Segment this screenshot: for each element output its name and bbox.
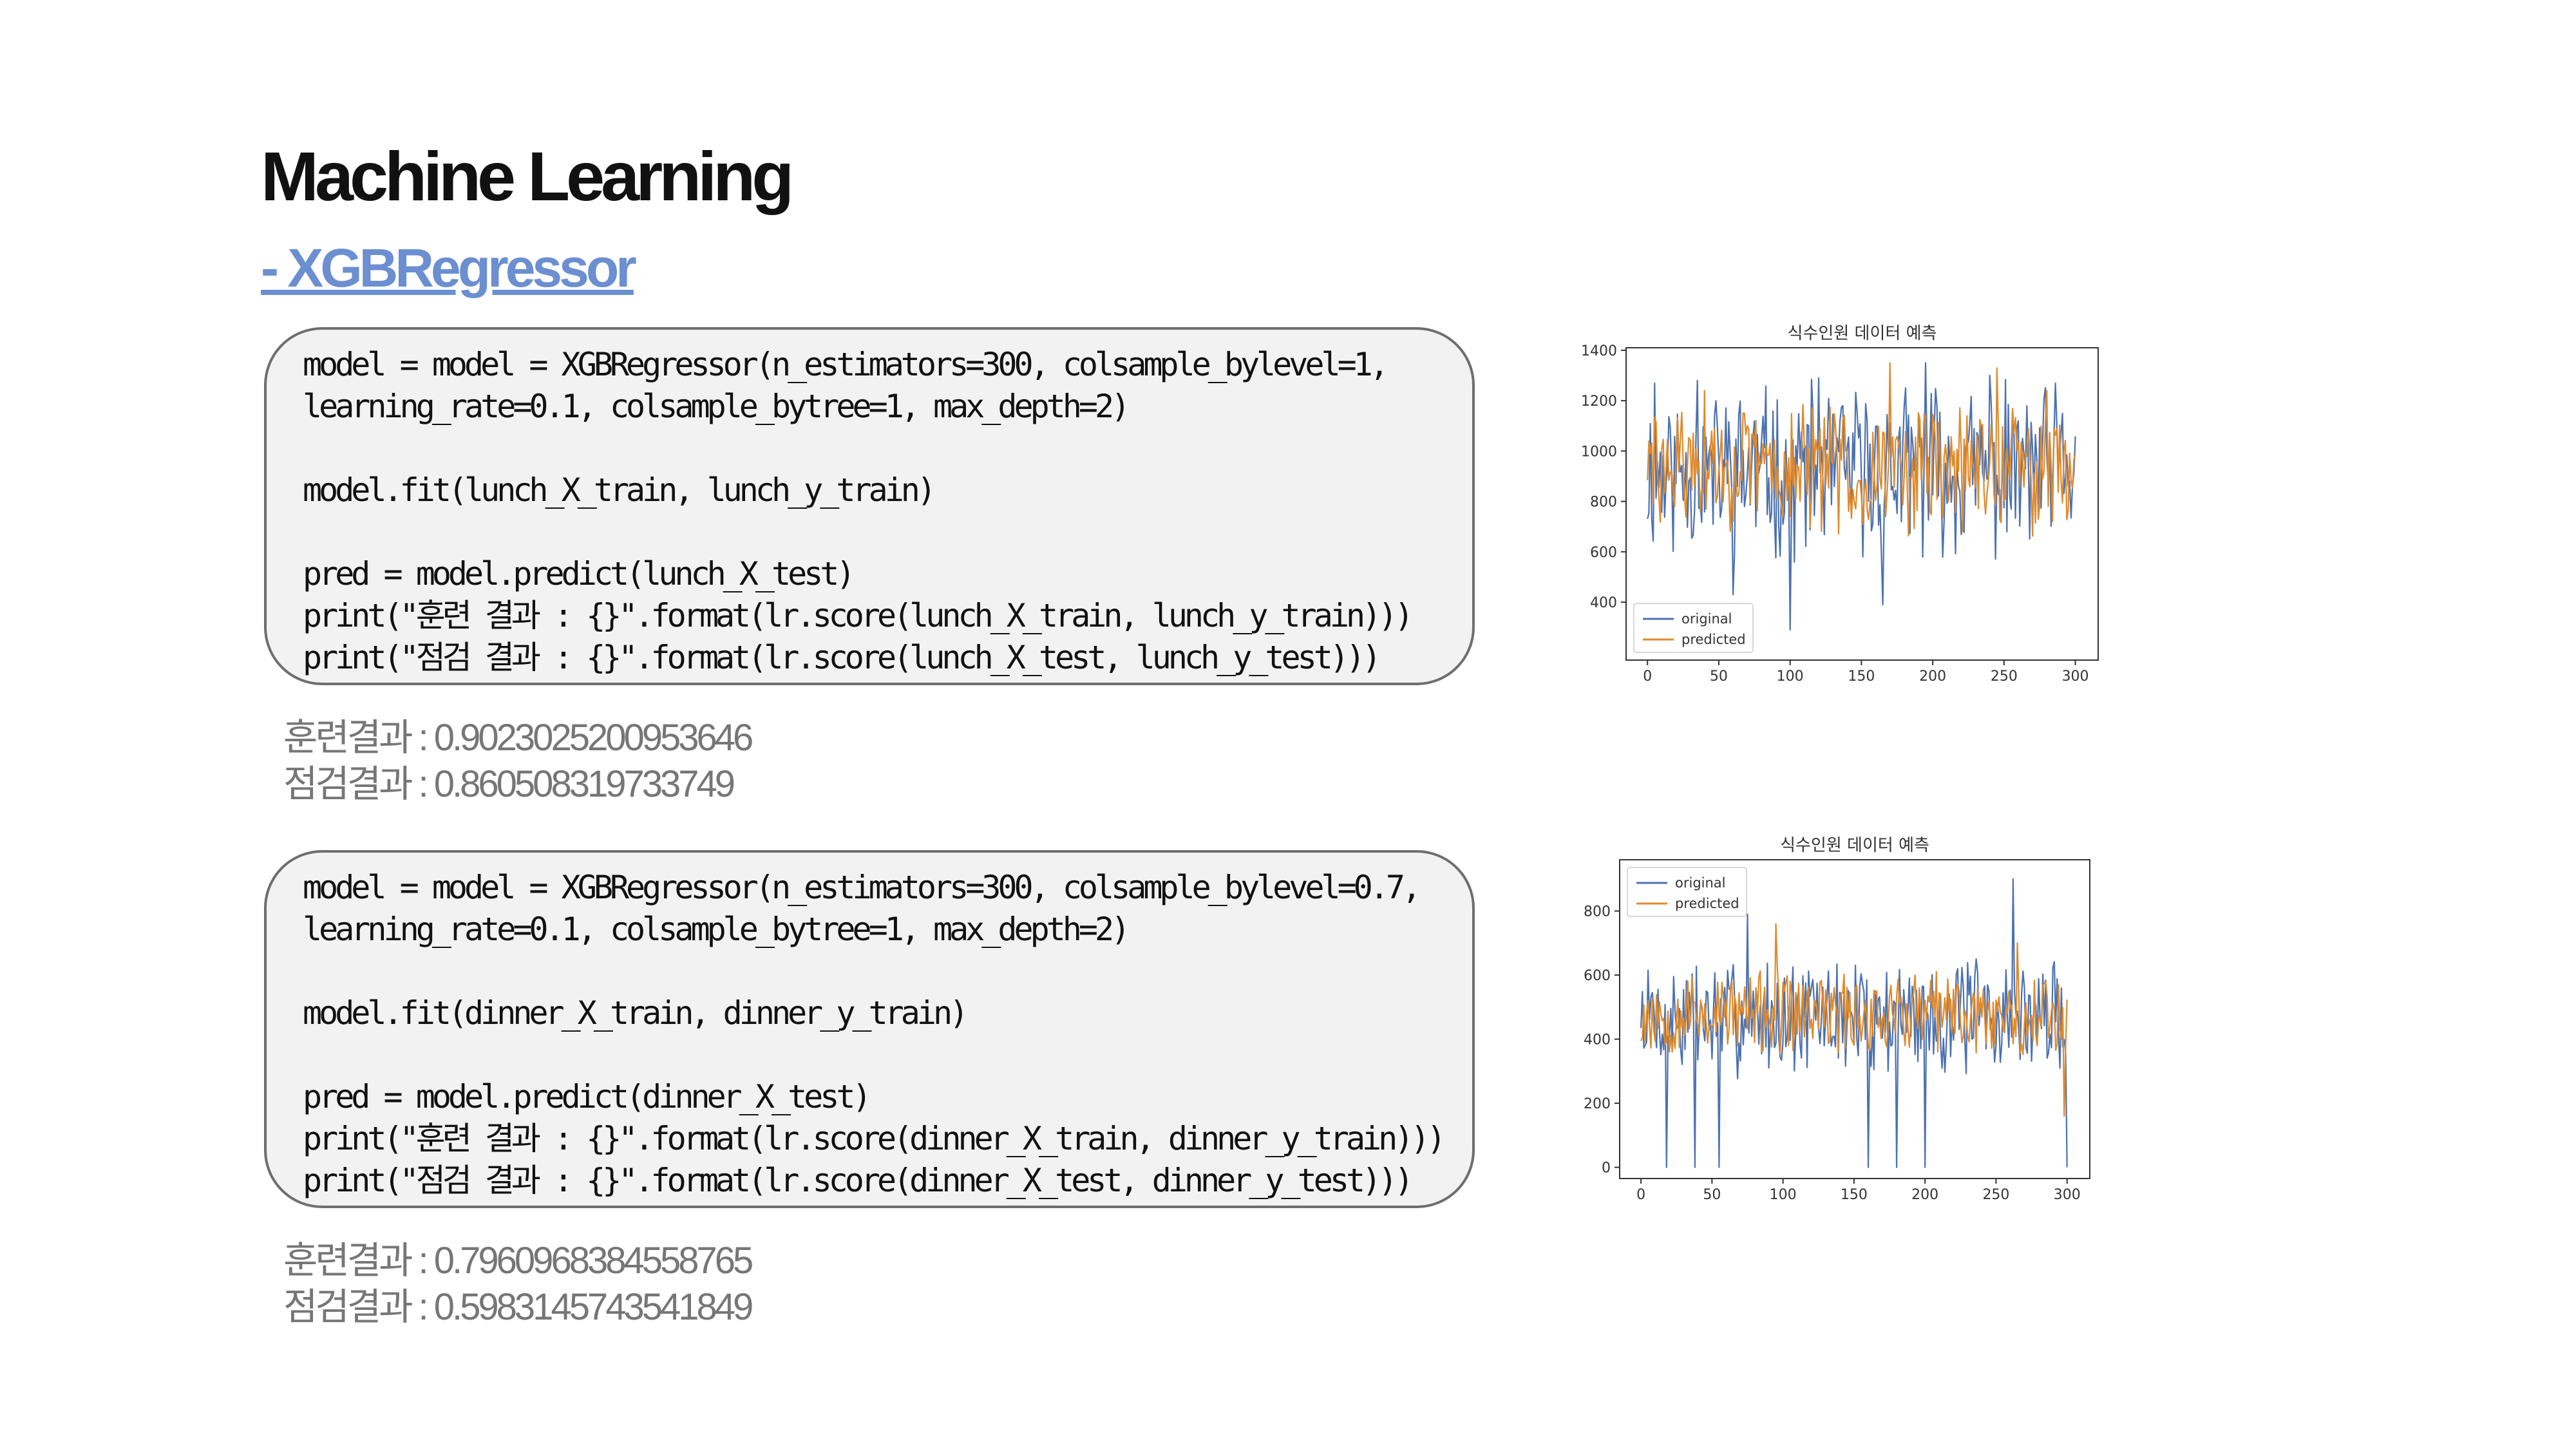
y-tick-label: 600 [1584,968,1611,984]
x-tick-label: 200 [1911,1187,1938,1203]
x-tick-label: 100 [1777,668,1804,685]
page-subtitle: - XGBRegressor [261,238,637,298]
x-tick-label: 0 [1636,1187,1645,1203]
x-tick-label: 200 [1919,668,1946,685]
x-tick-label: 0 [1643,668,1652,685]
code-line [303,951,1472,992]
code-line: learning_rate=0.1, colsample_bytree=1, m… [303,388,1130,425]
lunch-prediction-chart: 식수인원 데이터 예측 0 50 100 150 200 250 300 400 600 800 10… [1558,316,2125,696]
legend-label-original: original [1675,875,1726,891]
legend-label-predicted: predicted [1681,632,1746,647]
y-tick-label: 0 [1602,1160,1611,1177]
x-tick-label: 300 [2062,668,2089,685]
y-tick-label: 600 [1590,545,1617,561]
code-line: learning_rate=0.1, colsample_bytree=1, m… [303,911,1130,948]
y-tick-label: 400 [1584,1032,1611,1048]
x-tick-label: 250 [1982,1187,2009,1203]
series-line-predicted [1647,362,2076,537]
code-line: model = model = XGBRegressor(n_estimator… [303,346,1389,383]
page-title: Machine Learning [261,137,794,215]
chart-legend: original predicted [1633,603,1754,653]
y-tick-label: 800 [1590,495,1617,511]
x-tick-label: 50 [1710,668,1728,685]
code-line: print("훈련 결과 : {}".format(lr.score(dinne… [303,1120,1446,1157]
x-tick-label: 150 [1848,668,1875,685]
chart-legend: original predicted [1627,867,1747,917]
y-tick-label: 1400 [1581,343,1617,359]
dinner-chart-svg: 식수인원 데이터 예측 0 50 100 150 200 250 300 0 200 400 600 8… [1584,836,2090,1203]
x-tick-label: 250 [1991,668,2018,685]
code-line: print("점검 결과 : {}".format(lr.score(lunch… [303,639,1381,676]
lunch-chart-svg: 식수인원 데이터 예측 0 50 100 150 200 250 300 400 600 800 10… [1581,324,2099,685]
test-score-text: 점검결과 : 0.5983145743541849 [283,1286,753,1328]
dinner-code-block: model = model = XGBRegressor(n_estimator… [264,850,1475,1208]
code-line: model.fit(dinner_X_train, dinner_y_train… [303,994,969,1032]
y-tick-label: 800 [1584,904,1611,920]
chart-title: 식수인원 데이터 예측 [1780,836,1929,855]
y-tick-label: 1200 [1581,393,1617,410]
code-line [303,1034,1472,1076]
code-line: pred = model.predict(dinner_X_test) [303,1078,872,1115]
chart-title: 식수인원 데이터 예측 [1788,324,1937,343]
y-tick-label: 200 [1584,1096,1611,1112]
code-line [303,511,1472,553]
x-tick-label: 100 [1770,1187,1797,1203]
code-line: model = model = XGBRegressor(n_estimator… [303,869,1421,906]
code-line: print("훈련 결과 : {}".format(lr.score(lunch… [303,597,1414,634]
x-tick-label: 50 [1703,1187,1721,1203]
code-line: model.fit(lunch_X_train, lunch_y_train) [303,471,936,509]
dinner-results: 훈련결과 : 0.7960968384558765 점검결과 : 0.59831… [283,1238,753,1331]
series-line-predicted [1640,923,2068,1117]
dinner-prediction-chart: 식수인원 데이터 예측 0 50 100 150 200 250 300 0 200 400 600 8… [1558,828,2125,1214]
series-line-original [1647,362,2076,631]
legend-label-predicted: predicted [1675,896,1739,911]
lunch-code-block: model = model = XGBRegressor(n_estimator… [264,327,1475,685]
lunch-results: 훈련결과 : 0.9023025200953646 점검결과 : 0.86050… [283,715,753,808]
code-line: pred = model.predict(lunch_X_test) [303,555,856,592]
code-line: print("점검 결과 : {}".format(lr.score(dinne… [303,1162,1414,1199]
train-score-text: 훈련결과 : 0.7960968384558765 [283,1240,753,1282]
legend-label-original: original [1681,611,1732,627]
test-score-text: 점검결과 : 0.860508319733749 [283,763,735,805]
x-tick-label: 300 [2054,1187,2081,1203]
train-score-text: 훈련결과 : 0.9023025200953646 [283,717,753,759]
code-line [303,428,1472,469]
y-tick-label: 1000 [1581,444,1617,460]
x-tick-label: 150 [1841,1187,1868,1203]
y-tick-label: 400 [1590,595,1617,611]
